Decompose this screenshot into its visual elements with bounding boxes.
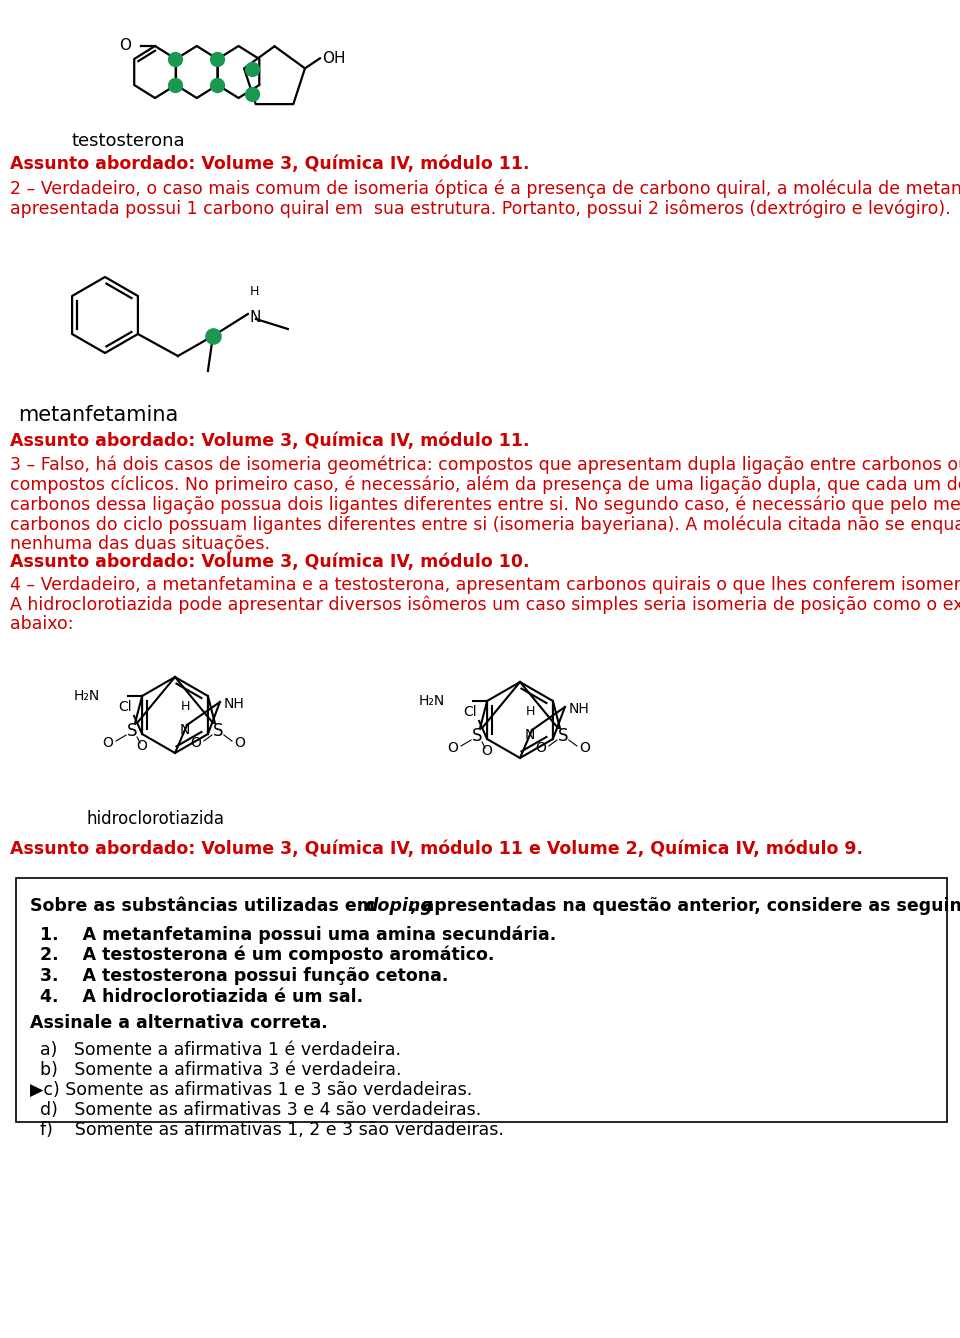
- Text: carbonos dessa ligação possua dois ligantes diferentes entre si. No segundo caso: carbonos dessa ligação possua dois ligan…: [10, 495, 960, 514]
- Text: metanfetamina: metanfetamina: [18, 405, 179, 425]
- Text: hidroclorotiazida: hidroclorotiazida: [86, 809, 224, 828]
- Text: carbonos do ciclo possuam ligantes diferentes entre si (isomeria bayeriana). A m: carbonos do ciclo possuam ligantes difer…: [10, 515, 960, 534]
- Text: Assunto abordado: Volume 3, Química IV, módulo 11 e Volume 2, Química IV, módulo: Assunto abordado: Volume 3, Química IV, …: [10, 840, 863, 858]
- Text: O: O: [136, 739, 148, 753]
- Text: O: O: [536, 741, 546, 755]
- Text: NH: NH: [569, 702, 589, 716]
- Text: abaixo:: abaixo:: [10, 615, 74, 633]
- Text: A hidroclorotiazida pode apresentar diversos isômeros um caso simples seria isom: A hidroclorotiazida pode apresentar dive…: [10, 595, 960, 614]
- Text: NH: NH: [224, 697, 245, 710]
- Text: doping: doping: [365, 896, 433, 915]
- Text: S: S: [127, 723, 137, 740]
- Text: Cl: Cl: [464, 705, 477, 719]
- Text: O: O: [447, 741, 459, 755]
- Text: H: H: [250, 285, 259, 298]
- Text: ▶c) Somente as afirmativas 1 e 3 são verdadeiras.: ▶c) Somente as afirmativas 1 e 3 são ver…: [30, 1081, 472, 1098]
- Text: testosterona: testosterona: [72, 132, 185, 150]
- Text: Assunto abordado: Volume 3, Química IV, módulo 10.: Assunto abordado: Volume 3, Química IV, …: [10, 553, 530, 571]
- Text: 4.    A hidroclorotiazida é um sal.: 4. A hidroclorotiazida é um sal.: [40, 987, 363, 1006]
- Text: S: S: [558, 727, 568, 745]
- Text: 3.    A testosterona possui função cetona.: 3. A testosterona possui função cetona.: [40, 967, 448, 985]
- Text: H: H: [525, 705, 535, 719]
- Text: Assunto abordado: Volume 3, Química IV, módulo 11.: Assunto abordado: Volume 3, Química IV, …: [10, 432, 530, 450]
- Text: d)   Somente as afirmativas 3 e 4 são verdadeiras.: d) Somente as afirmativas 3 e 4 são verd…: [40, 1101, 481, 1119]
- Text: N: N: [250, 310, 261, 325]
- Text: 2 – Verdadeiro, o caso mais comum de isomeria óptica é a presença de carbono qui: 2 – Verdadeiro, o caso mais comum de iso…: [10, 181, 960, 198]
- Text: Cl: Cl: [118, 700, 132, 714]
- Text: Assinale a alternativa correta.: Assinale a alternativa correta.: [30, 1014, 327, 1032]
- Text: O: O: [119, 39, 131, 54]
- Text: S: S: [213, 723, 223, 740]
- Text: Assunto abordado: Volume 3, Química IV, módulo 11.: Assunto abordado: Volume 3, Química IV, …: [10, 155, 530, 173]
- Text: O: O: [234, 736, 246, 751]
- Text: 2.    A testosterona é um composto aromático.: 2. A testosterona é um composto aromátic…: [40, 946, 494, 965]
- Text: OH: OH: [322, 51, 346, 66]
- Text: H₂N: H₂N: [74, 689, 100, 702]
- Text: N: N: [180, 723, 190, 737]
- Text: O: O: [580, 741, 590, 755]
- Text: 3 – Falso, há dois casos de isomeria geométrica: compostos que apresentam dupla : 3 – Falso, há dois casos de isomeria geo…: [10, 455, 960, 474]
- Text: O: O: [482, 744, 492, 759]
- Text: H: H: [180, 700, 190, 713]
- Text: 4 – Verdadeiro, a metanfetamina e a testosterona, apresentam carbonos quirais o : 4 – Verdadeiro, a metanfetamina e a test…: [10, 575, 960, 594]
- Text: compostos cíclicos. No primeiro caso, é necessário, além da presença de uma liga: compostos cíclicos. No primeiro caso, é …: [10, 475, 960, 494]
- Text: O: O: [190, 736, 202, 751]
- Text: N: N: [525, 728, 535, 743]
- Text: O: O: [103, 736, 113, 751]
- Text: S: S: [472, 727, 482, 745]
- Text: apresentada possui 1 carbono quiral em  sua estrutura. Portanto, possui 2 isômer: apresentada possui 1 carbono quiral em s…: [10, 199, 950, 218]
- Text: H₂N: H₂N: [419, 694, 445, 708]
- Text: nenhuma das duas situações.: nenhuma das duas situações.: [10, 535, 270, 553]
- Text: Sobre as substâncias utilizadas em: Sobre as substâncias utilizadas em: [30, 896, 381, 915]
- Text: 1.    A metanfetamina possui uma amina secundária.: 1. A metanfetamina possui uma amina secu…: [40, 925, 556, 943]
- Text: , apresentadas na questão anterior, considere as seguintes afirmativas:: , apresentadas na questão anterior, cons…: [410, 896, 960, 915]
- Text: a)   Somente a afirmativa 1 é verdadeira.: a) Somente a afirmativa 1 é verdadeira.: [40, 1041, 401, 1058]
- Text: f)    Somente as afirmativas 1, 2 e 3 são verdadeiras.: f) Somente as afirmativas 1, 2 e 3 são v…: [40, 1121, 504, 1139]
- Text: b)   Somente a afirmativa 3 é verdadeira.: b) Somente a afirmativa 3 é verdadeira.: [40, 1061, 401, 1078]
